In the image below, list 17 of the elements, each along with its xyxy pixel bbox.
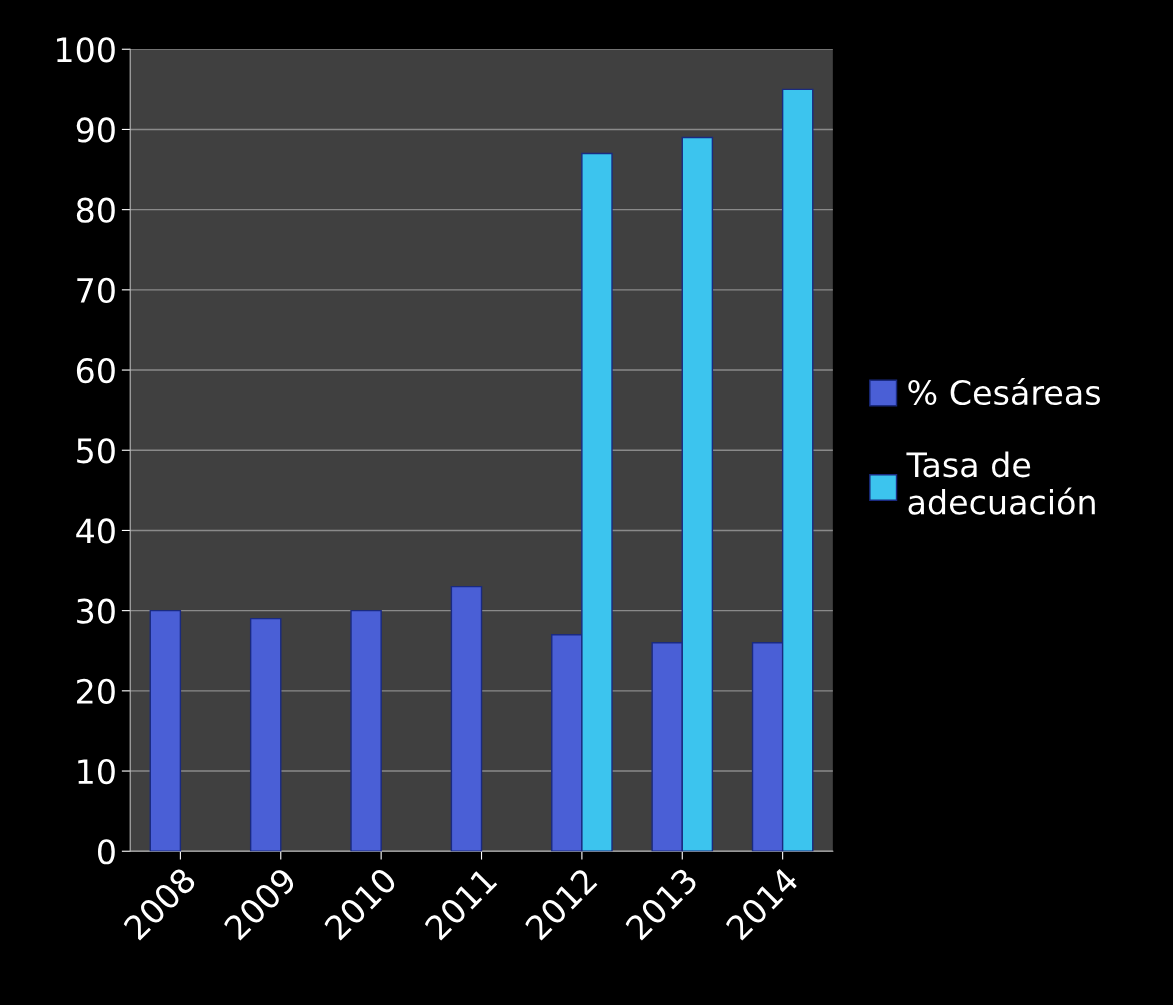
y-tick-label: 40 [76, 518, 115, 544]
y-tick-label: 100 [57, 37, 115, 63]
bar [450, 585, 483, 852]
y-tick-label: 70 [77, 277, 115, 303]
y-tick-label: 30 [77, 598, 115, 624]
bar [249, 617, 282, 852]
y-tick-label: 50 [77, 438, 115, 464]
y-tick-label: 20 [77, 678, 115, 704]
y-tick-label: 80 [76, 197, 115, 223]
bar [149, 609, 182, 852]
y-tick-label: 10 [78, 758, 115, 785]
y-tick-label: 90 [76, 117, 115, 143]
bar [350, 609, 382, 852]
y-tick-label: 60 [76, 357, 115, 384]
legend-label: % Cesáreas [908, 377, 1100, 406]
legend-label: Tasa de adecuación [906, 451, 1095, 515]
y-tick-label: 0 [98, 839, 115, 865]
